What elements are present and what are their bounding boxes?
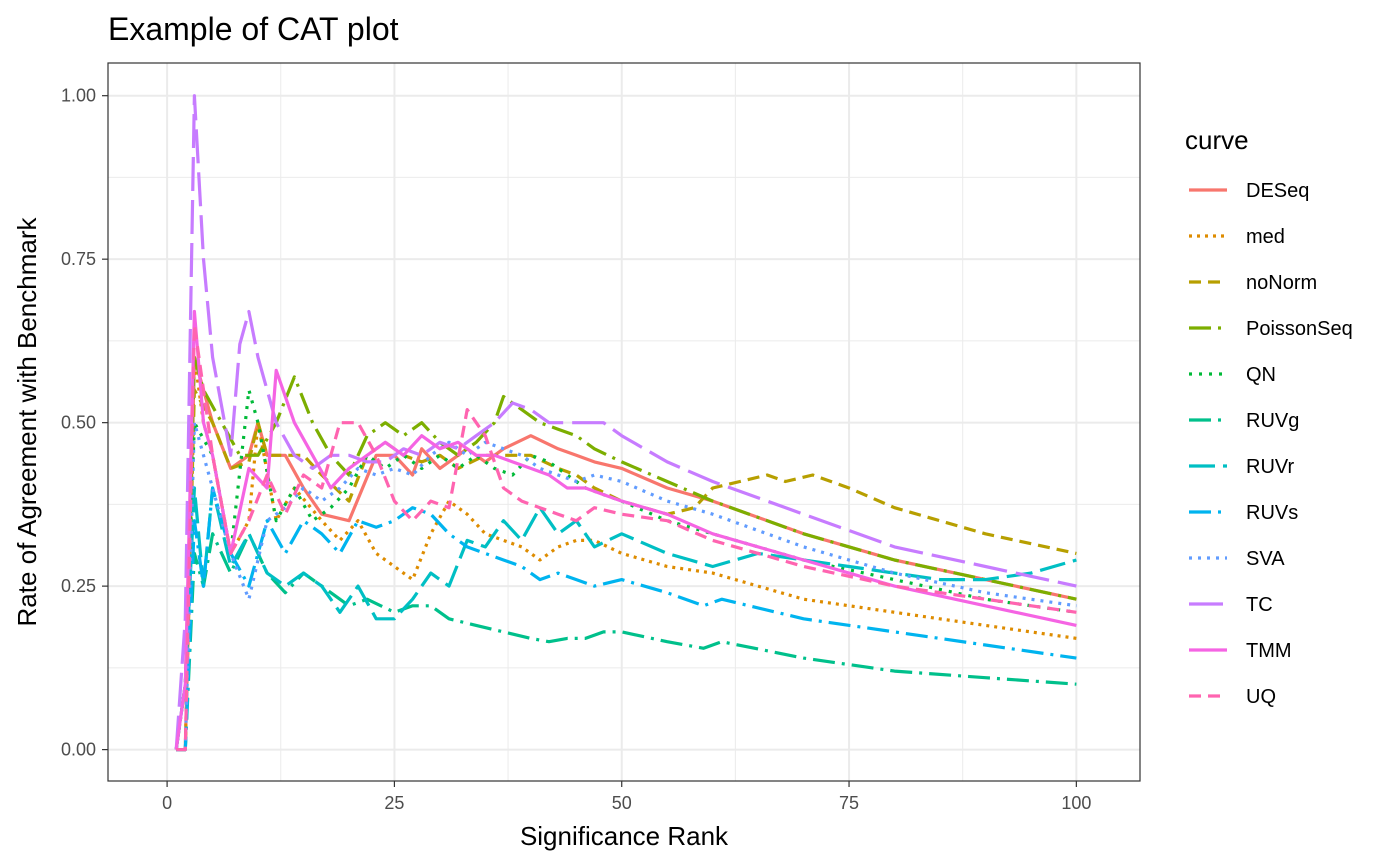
grid-lines bbox=[108, 63, 1140, 781]
x-tick-label: 75 bbox=[839, 793, 859, 813]
y-axis-title: Rate of Agreement with Benchmark bbox=[12, 217, 42, 627]
legend-label-ruvg: RUVg bbox=[1246, 410, 1299, 432]
plot-panel-border bbox=[107, 62, 1141, 782]
series-line-uq bbox=[176, 323, 1077, 752]
legend-label-uq: UQ bbox=[1246, 686, 1276, 708]
series-line-deseq bbox=[176, 355, 1077, 752]
legend-label-tc: TC bbox=[1246, 594, 1273, 616]
series-line-sva bbox=[176, 421, 1077, 752]
series-line-ruvs bbox=[176, 486, 1077, 752]
x-tick-label: 100 bbox=[1061, 793, 1091, 813]
series-layer bbox=[174, 94, 1077, 752]
series-line-qn bbox=[174, 388, 1077, 750]
series-line-nonorm bbox=[176, 388, 1077, 752]
legend-label-qn: QN bbox=[1246, 364, 1276, 386]
series-line-tc bbox=[174, 94, 1077, 750]
chart-title: Example of CAT plot bbox=[108, 11, 399, 47]
legend-label-ruvs: RUVs bbox=[1246, 502, 1298, 524]
legend-label-poissonseq: PoissonSeq bbox=[1246, 318, 1353, 340]
series-line-ruvr bbox=[174, 486, 1077, 750]
x-axis: 0 25 50 75 100 bbox=[162, 781, 1091, 813]
x-tick-label: 25 bbox=[384, 793, 404, 813]
x-tick-label: 0 bbox=[162, 793, 172, 813]
y-tick-label: 0.00 bbox=[61, 740, 96, 760]
legend-label-ruvr: RUVr bbox=[1246, 456, 1294, 478]
x-axis-title: Significance Rank bbox=[520, 821, 729, 851]
y-axis: 0.00 0.25 0.50 0.75 1.00 bbox=[61, 86, 108, 760]
legend-label-sva: SVA bbox=[1246, 548, 1285, 570]
y-tick-label: 0.25 bbox=[61, 576, 96, 596]
series-line-tmm bbox=[174, 309, 1077, 750]
series-line-ruvg bbox=[176, 532, 1077, 752]
legend-label-deseq: DESeq bbox=[1246, 180, 1309, 202]
legend-label-med: med bbox=[1246, 226, 1285, 248]
x-tick-label: 50 bbox=[612, 793, 632, 813]
y-tick-label: 1.00 bbox=[61, 86, 96, 106]
series-line-med bbox=[176, 355, 1077, 752]
series-line-poissonseq bbox=[174, 355, 1077, 750]
legend-label-nonorm: noNorm bbox=[1246, 272, 1317, 294]
legend-title: curve bbox=[1185, 125, 1249, 155]
legend-label-tmm: TMM bbox=[1246, 640, 1292, 662]
y-tick-label: 0.50 bbox=[61, 413, 96, 433]
legend: curve DESeq med noNorm PoissonSeq QN RUVg RUVr… bbox=[1185, 125, 1353, 708]
y-tick-label: 0.75 bbox=[61, 249, 96, 269]
